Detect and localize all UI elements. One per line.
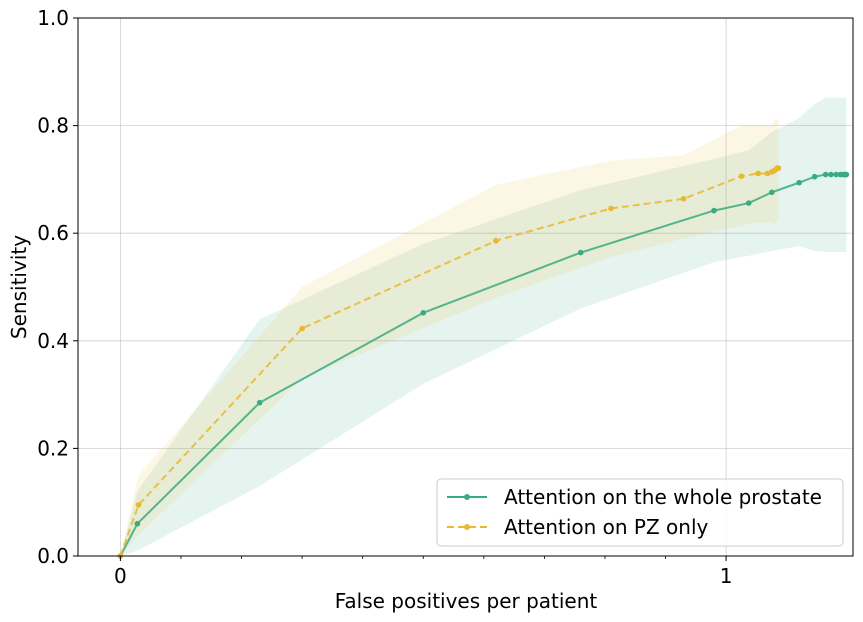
x-tick-label: 0	[114, 564, 127, 588]
point-whole-prostate	[577, 249, 584, 256]
band-whole-prostate	[120, 97, 847, 557]
legend-label-pz-only: Attention on PZ only	[504, 515, 709, 539]
point-whole-prostate	[833, 171, 840, 178]
point-whole-prostate	[822, 171, 829, 178]
point-pz-only	[608, 205, 614, 212]
point-whole-prostate	[828, 171, 834, 178]
legend-marker-pz-only	[464, 524, 470, 530]
point-whole-prostate	[796, 179, 802, 186]
point-pz-only	[755, 170, 762, 177]
point-pz-only	[493, 237, 499, 244]
point-pz-only	[764, 170, 771, 177]
plot-background	[78, 18, 853, 556]
x-axis-label: False positives per patient	[335, 589, 598, 613]
point-whole-prostate	[711, 207, 717, 214]
y-tick-label: 0.0	[37, 544, 69, 568]
y-tick-label: 0.4	[37, 329, 69, 353]
point-whole-prostate	[769, 189, 775, 196]
point-whole-prostate	[256, 399, 263, 406]
point-pz-only	[738, 173, 745, 179]
legend-box	[436, 478, 844, 547]
point-whole-prostate	[134, 520, 141, 527]
point-whole-prostate	[745, 200, 752, 206]
x-tick-label: 1	[720, 564, 733, 588]
band-pz-only	[120, 119, 779, 557]
point-pz-only	[299, 325, 305, 332]
y-tick-label: 1.0	[37, 6, 69, 30]
y-tick-label: 0.2	[37, 436, 69, 460]
legend-label-whole-prostate: Attention on the whole prostate	[504, 485, 822, 509]
legend-marker-whole-prostate	[464, 494, 470, 500]
axis-ticks: 0.0 0.2 0.4 0.6 0.8 1.0 0 1	[37, 6, 732, 588]
y-axis-label: Sensitivity	[7, 235, 31, 339]
y-tick-label: 0.8	[37, 114, 69, 138]
y-tick-label: 0.6	[37, 221, 69, 245]
plot-frame	[77, 17, 854, 557]
series-markers	[117, 165, 850, 559]
legend: Attention on the whole prostate Attentio…	[436, 478, 844, 547]
confidence-bands	[120, 97, 847, 557]
point-whole-prostate	[843, 171, 850, 178]
point-whole-prostate	[811, 173, 818, 180]
point-pz-only	[680, 195, 687, 202]
point-whole-prostate	[420, 310, 427, 316]
point-pz-only	[135, 502, 142, 508]
point-pz-only	[775, 165, 782, 171]
